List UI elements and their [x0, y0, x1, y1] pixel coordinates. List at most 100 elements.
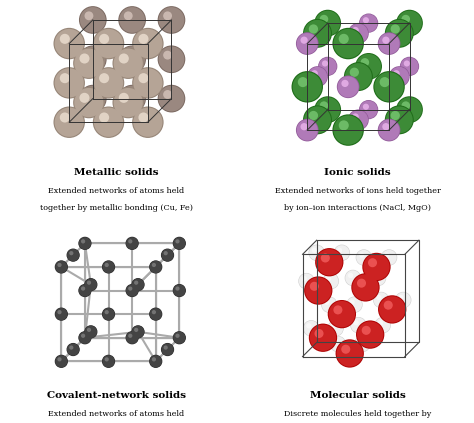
Circle shape [134, 328, 138, 332]
Text: Extended networks of atoms held: Extended networks of atoms held [48, 410, 184, 418]
Circle shape [132, 107, 164, 138]
Circle shape [132, 28, 164, 59]
Circle shape [102, 355, 115, 368]
Circle shape [301, 123, 308, 130]
Circle shape [69, 251, 73, 255]
Circle shape [173, 237, 185, 250]
Circle shape [361, 58, 369, 67]
Circle shape [334, 244, 350, 261]
Circle shape [60, 113, 70, 123]
Circle shape [173, 237, 186, 250]
Circle shape [309, 244, 325, 261]
Circle shape [87, 280, 91, 285]
Circle shape [356, 54, 381, 79]
Circle shape [138, 73, 148, 83]
Circle shape [292, 72, 322, 102]
Circle shape [118, 45, 146, 73]
Text: Extended networks of ions held together: Extended networks of ions held together [274, 187, 440, 195]
Circle shape [303, 320, 319, 336]
Circle shape [357, 279, 366, 288]
Circle shape [301, 276, 307, 281]
Circle shape [149, 308, 162, 321]
Circle shape [378, 320, 383, 325]
Circle shape [126, 237, 139, 250]
Circle shape [360, 101, 378, 118]
Circle shape [81, 286, 85, 291]
Circle shape [102, 355, 115, 368]
Circle shape [301, 36, 308, 44]
Circle shape [99, 73, 109, 83]
Circle shape [298, 77, 308, 87]
Circle shape [351, 273, 380, 302]
Circle shape [163, 51, 172, 60]
Circle shape [79, 284, 91, 297]
Circle shape [398, 295, 403, 300]
Circle shape [356, 250, 372, 265]
Circle shape [404, 60, 410, 66]
Circle shape [163, 90, 172, 99]
Circle shape [128, 286, 132, 291]
Circle shape [85, 326, 97, 338]
Circle shape [79, 6, 107, 34]
Circle shape [73, 87, 105, 118]
Circle shape [318, 57, 337, 76]
Circle shape [378, 119, 401, 141]
Circle shape [164, 346, 168, 350]
Circle shape [363, 254, 390, 280]
Circle shape [375, 318, 391, 333]
Circle shape [175, 239, 180, 244]
Circle shape [382, 250, 397, 265]
Circle shape [333, 305, 342, 314]
Circle shape [81, 334, 85, 338]
Circle shape [69, 346, 73, 350]
Circle shape [381, 249, 397, 266]
Circle shape [354, 320, 359, 325]
Circle shape [339, 120, 349, 130]
Circle shape [173, 331, 186, 344]
Circle shape [305, 277, 331, 304]
Circle shape [119, 93, 129, 103]
Circle shape [150, 308, 162, 320]
Circle shape [345, 63, 372, 90]
Circle shape [173, 284, 185, 297]
Circle shape [159, 47, 184, 72]
Circle shape [307, 66, 328, 87]
Text: Covalent-network solids: Covalent-network solids [47, 391, 186, 400]
Circle shape [134, 280, 138, 285]
Circle shape [356, 249, 372, 266]
Circle shape [118, 6, 146, 34]
Circle shape [54, 67, 85, 99]
Circle shape [400, 57, 419, 76]
Circle shape [159, 7, 184, 33]
Circle shape [60, 34, 70, 44]
Circle shape [391, 111, 400, 120]
Circle shape [337, 76, 359, 97]
Circle shape [112, 47, 144, 79]
Circle shape [308, 67, 327, 86]
Circle shape [334, 245, 349, 261]
Circle shape [314, 329, 324, 338]
Circle shape [80, 86, 106, 112]
Circle shape [351, 318, 366, 333]
Circle shape [66, 343, 80, 356]
Circle shape [119, 7, 145, 33]
Circle shape [93, 107, 124, 138]
Circle shape [355, 53, 382, 80]
Circle shape [80, 7, 106, 33]
Text: Extended networks of atoms held: Extended networks of atoms held [48, 187, 184, 195]
Circle shape [347, 297, 362, 312]
Circle shape [81, 239, 85, 244]
Circle shape [161, 249, 174, 262]
Circle shape [401, 102, 410, 110]
Circle shape [374, 72, 404, 102]
Circle shape [352, 274, 379, 301]
Circle shape [152, 357, 156, 362]
Circle shape [323, 274, 338, 289]
Circle shape [94, 107, 123, 137]
Circle shape [328, 320, 344, 336]
Circle shape [312, 248, 317, 253]
Circle shape [391, 25, 400, 33]
Circle shape [126, 237, 138, 250]
Circle shape [296, 119, 319, 141]
Circle shape [149, 355, 162, 368]
